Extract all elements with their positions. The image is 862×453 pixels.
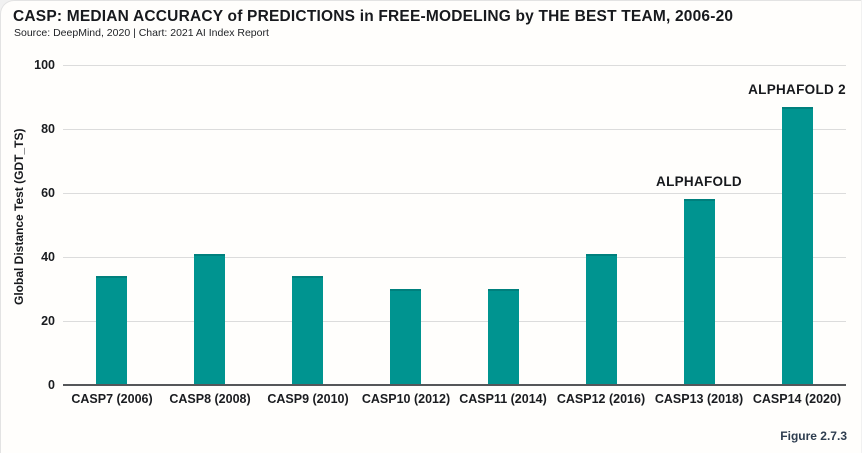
y-tick-label-100: 100 <box>34 58 55 72</box>
y-axis-title: Global Distance Test (GDT_TS) <box>12 128 26 305</box>
x-axis-line <box>63 384 846 386</box>
annotation-alphafold-2: ALPHAFOLD 2 <box>748 82 846 97</box>
chart-source: Source: DeepMind, 2020 | Chart: 2021 AI … <box>14 27 269 39</box>
figure-label: Figure 2.7.3 <box>780 429 847 443</box>
gridline-y20 <box>63 321 846 322</box>
bar-casp9 <box>292 276 323 385</box>
x-tick-label-casp10: CASP10 (2012) <box>361 392 451 406</box>
y-tick-label-0: 0 <box>48 378 55 392</box>
chart-title: CASP: MEDIAN ACCURACY of PREDICTIONS in … <box>13 8 734 25</box>
bar-casp12 <box>586 254 617 385</box>
x-tick-label-casp11: CASP11 (2014) <box>459 392 547 406</box>
y-tick-label-80: 80 <box>41 122 55 136</box>
bar-casp10 <box>390 289 421 385</box>
x-tick-label-casp9: CASP9 (2010) <box>267 392 349 406</box>
bar-casp8 <box>194 254 225 385</box>
x-tick-label-casp14: CASP14 (2020) <box>752 392 842 406</box>
y-tick-label-40: 40 <box>41 250 55 264</box>
gridline-y80 <box>63 129 846 130</box>
bar-casp14 <box>782 107 813 385</box>
x-tick-label-casp12: CASP12 (2016) <box>556 392 646 406</box>
bar-casp13 <box>684 199 715 385</box>
x-tick-label-casp8: CASP8 (2008) <box>169 392 251 406</box>
gridline-y100 <box>63 65 846 66</box>
bar-casp7 <box>96 276 127 385</box>
x-tick-label-casp13: CASP13 (2018) <box>654 392 744 406</box>
x-tick-label-casp7: CASP7 (2006) <box>71 392 153 406</box>
y-tick-label-20: 20 <box>41 314 55 328</box>
gridline-y40 <box>63 257 846 258</box>
y-tick-label-60: 60 <box>41 186 55 200</box>
annotation-alphafold: ALPHAFOLD <box>656 174 742 189</box>
gridline-y60 <box>63 193 846 194</box>
bar-casp11 <box>488 289 519 385</box>
